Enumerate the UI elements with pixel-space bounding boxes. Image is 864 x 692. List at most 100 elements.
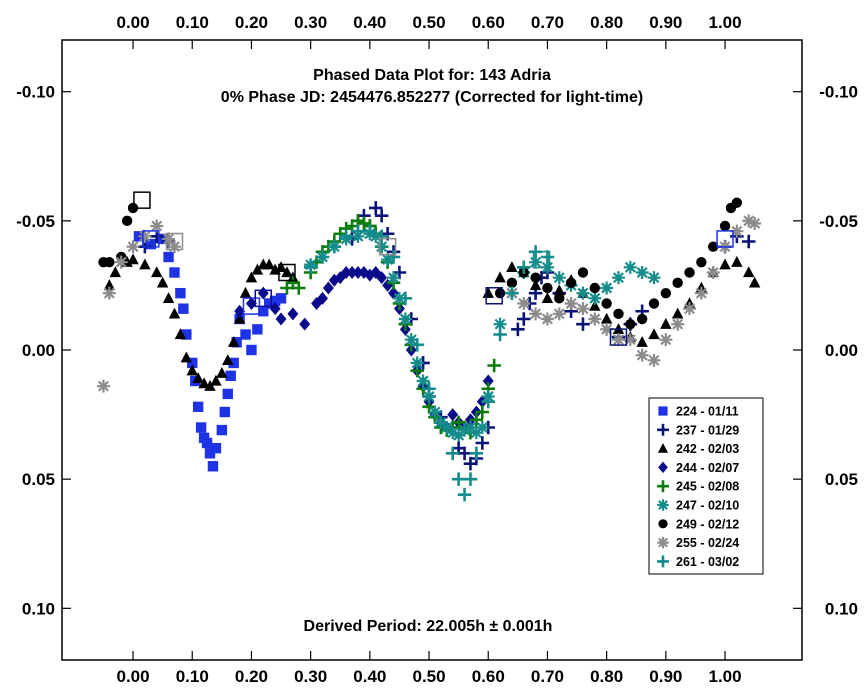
data-point-series-0: [192, 401, 204, 413]
data-point-series-4: [475, 405, 490, 419]
legend-label-4: 245 - 02/08: [676, 480, 739, 494]
data-point-series-7: [671, 317, 685, 331]
highlighted-points: [133, 191, 734, 346]
data-point-series-7: [552, 307, 566, 321]
x-tick-label-top: 0.40: [353, 13, 386, 32]
data-point-series-5: [398, 312, 412, 326]
y-tick-label-left: 0.05: [22, 470, 55, 489]
data-point-series-3: [275, 312, 287, 326]
data-point-series-6: [601, 298, 612, 309]
data-point-series-5: [600, 281, 614, 295]
data-point-series-0: [228, 357, 239, 369]
data-point-series-6: [636, 313, 648, 325]
data-point-series-0: [181, 329, 192, 340]
x-tick-label-top: 0.70: [531, 13, 564, 32]
data-point-series-6: [708, 241, 719, 252]
data-point-series-7: [564, 297, 578, 310]
data-point-series-8: [469, 446, 484, 461]
data-point-series-2: [233, 312, 246, 324]
data-point-series-6: [554, 293, 565, 304]
data-point-series-3: [346, 266, 358, 279]
outlined-point: [133, 191, 151, 209]
outlined-point: [278, 263, 296, 282]
data-point-series-0: [175, 287, 186, 299]
data-point-series-7: [748, 216, 762, 230]
y-tick-label-left: 0.00: [22, 341, 55, 360]
data-point-series-2: [139, 258, 151, 270]
data-point-series-5: [493, 317, 507, 331]
data-point-series-0: [258, 306, 269, 317]
data-point-series-2: [506, 261, 518, 273]
outlined-point: [165, 232, 184, 251]
legend-marker-8: [657, 555, 669, 568]
data-point-series-7: [730, 224, 744, 238]
data-point-series-8: [315, 250, 330, 264]
data-point-series-3: [352, 266, 364, 279]
data-point-series-2: [127, 253, 139, 265]
data-point-series-7: [694, 286, 708, 300]
x-tick-label-bottom: 0.50: [412, 667, 445, 686]
data-point-series-6: [589, 282, 600, 294]
data-point-series-2: [494, 271, 506, 283]
data-point-series-2: [109, 266, 121, 278]
data-point-series-8: [505, 286, 519, 300]
data-point-series-8: [434, 415, 448, 430]
data-point-series-2: [192, 372, 204, 384]
data-point-series-7: [167, 240, 181, 254]
data-point-series-5: [381, 253, 395, 267]
data-point-series-7: [647, 353, 661, 367]
x-tick-label-bottom: 0.80: [590, 667, 623, 686]
x-tick-label-top: 0.50: [412, 13, 445, 32]
x-tick-label-bottom: 0.70: [531, 667, 564, 686]
data-point-series-8: [457, 487, 472, 502]
data-point-series-4: [357, 216, 371, 231]
data-point-series-2: [245, 271, 258, 283]
data-point-series-6: [121, 215, 133, 227]
data-point-series-8: [386, 250, 401, 264]
data-point-series-2: [743, 266, 755, 278]
data-point-series-7: [126, 240, 140, 254]
data-point-series-0: [204, 448, 216, 459]
legend-marker-7: [657, 536, 669, 549]
data-point-series-2: [482, 286, 494, 298]
legend-label-7: 255 - 02/24: [676, 536, 739, 550]
data-point-series-4: [469, 412, 484, 427]
data-point-series-2: [275, 261, 287, 273]
data-point-series-8: [463, 472, 478, 486]
data-point-series-7: [162, 232, 176, 246]
y-tick-label-right: -0.10: [819, 83, 858, 102]
x-tick-label-top: 0.20: [235, 13, 268, 32]
data-point-series-2: [168, 307, 181, 319]
chart-subtitle: 0% Phase JD: 2454476.852277 (Corrected f…: [221, 89, 643, 106]
y-tick-label-right: -0.05: [819, 212, 858, 231]
data-point-series-5: [623, 260, 637, 274]
data-point-series-6: [494, 287, 506, 299]
data-point-series-3: [447, 408, 459, 422]
legend-items: 224 - 01/11 237 - 01/29 242 - 02/03 244 - 0…: [657, 405, 739, 569]
data-point-series-2: [174, 328, 187, 340]
data-point-series-2: [222, 354, 234, 366]
outlined-point: [254, 289, 273, 308]
data-point-series-3: [245, 297, 257, 310]
y-tick-label-left: 0.10: [22, 599, 55, 618]
data-point-series-5: [375, 240, 389, 254]
x-tick-label-top: 1.00: [708, 13, 741, 32]
legend-marker-1: [657, 423, 669, 436]
data-point-series-6: [684, 267, 695, 278]
data-point-series-8: [374, 229, 389, 244]
data-point-series-5: [529, 255, 543, 269]
data-point-series-5: [446, 426, 460, 440]
data-point-series-2: [541, 292, 554, 304]
data-point-series-0: [240, 329, 251, 340]
data-point-series-5: [458, 423, 472, 437]
data-point-series-5: [404, 333, 418, 347]
data-point-series-7: [138, 229, 152, 243]
data-point-series-5: [452, 428, 466, 442]
data-point-series-5: [475, 421, 489, 434]
x-tick-label-bottom: 0.90: [649, 667, 682, 686]
data-point-series-2: [636, 336, 648, 347]
data-point-series-3: [322, 281, 334, 295]
x-tick-label-bottom: 0.60: [472, 667, 505, 686]
data-point-series-2: [263, 258, 275, 270]
y-tick-label-right: 0.10: [825, 599, 858, 618]
